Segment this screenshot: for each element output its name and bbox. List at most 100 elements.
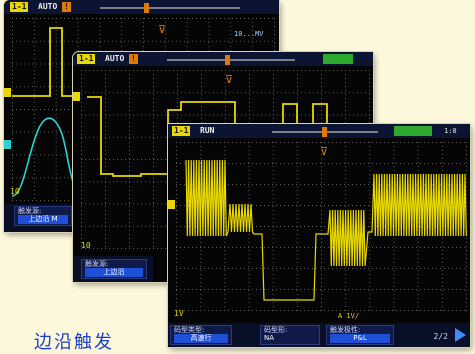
grid-dot [208,268,209,269]
menu-item-trigger-source[interactable]: 触发源: 上边沿 M [14,206,72,226]
grid-dot [153,225,154,227]
grid-dot [85,225,86,227]
grid-dot [321,158,322,159]
grid-dot [81,82,82,83]
grid-dot [316,268,317,269]
grid-dot [177,74,178,75]
grid-dot [176,214,177,215]
menu-item-trigger-polarity[interactable]: 触发极性: P&L [326,325,394,345]
grid-dot [296,222,298,223]
grid-dot [321,122,322,123]
grid-dot [240,205,241,206]
grid-dot [84,40,85,42]
grid-dot [249,110,250,111]
grid-dot [149,248,150,249]
menu-item-title: 码型形: [264,326,288,334]
grid-dot [272,190,274,191]
grid-dot [345,270,347,271]
grid-dot [208,30,210,31]
grid-dot [169,70,170,71]
grid-dot [28,200,29,201]
grid-dot [280,289,281,290]
grid-dot [296,186,298,187]
grid-dot [125,181,126,183]
grid-dot [321,86,322,87]
grid-dot [333,70,334,71]
grid-dot [176,194,177,195]
grid-dot [224,247,225,248]
grid-dot [176,150,177,151]
grid-dot [81,126,82,127]
grid-dot [417,278,419,279]
trigger-position-icon: ⊽ [225,73,233,86]
grid-dot [81,238,82,239]
grid-dot [164,42,166,43]
menu-item-trigger-source[interactable]: 触发源: 上边沿 [81,259,147,279]
grid-dot [273,118,274,119]
grid-dot [93,181,94,183]
menu-item-pattern-shape[interactable]: 码型形: NA [260,325,320,345]
grid-dot [256,268,257,269]
grid-dot [236,226,237,227]
grid-dot [200,174,202,175]
grid-dot [161,92,162,94]
grid-dot [236,268,237,269]
grid-dot [240,184,241,185]
grid-dot [293,92,294,94]
grid-dot [376,163,377,164]
grid-dot [200,18,201,19]
grid-dot [129,225,130,227]
grid-dot [55,102,57,103]
grid-dot [441,310,443,311]
grid-dot [321,142,322,143]
grid-dot [44,40,45,42]
grid-dot [268,142,269,143]
grid-dot [408,163,409,164]
grid-dot [296,142,298,143]
next-page-arrow-icon[interactable] [455,328,466,342]
grid-dot [129,162,130,163]
grid-dot [369,286,371,287]
grid-dot [264,268,265,269]
grid-dot [180,289,181,290]
grid-dot [276,310,277,311]
grid-dot [317,70,318,71]
grid-dot [97,248,98,249]
grid-dot [249,86,250,87]
grid-dot [33,178,35,179]
grid-dot [145,225,146,227]
grid-dot [220,40,221,42]
grid-dot [121,34,123,35]
grid-dot [129,182,130,183]
menu-item-pattern-type[interactable]: 码型类型: 高速行 [170,325,232,345]
grid-dot [372,184,373,185]
page-indicator: 2/2 [433,332,448,341]
grid-dot [186,18,188,19]
grid-dot [165,136,166,138]
grid-dot [153,238,154,239]
menu-item-title: 码型类型: [174,326,205,334]
grid-dot [292,226,293,227]
grid-dot [81,150,82,151]
grid-dot [249,118,250,119]
grid-dot [225,118,226,119]
grid-dot [55,46,57,47]
grid-dot [337,92,338,94]
grid-dot [369,142,371,143]
grid-dot [24,63,25,65]
grid-dot [137,70,138,71]
grid-dot [12,170,13,171]
grid-dot [420,247,421,248]
grid-dot [252,30,254,31]
grid-dot [133,114,134,116]
grid-dot [300,184,301,185]
grid-dot [369,86,370,87]
grid-dot [466,310,467,311]
grid-dot [324,247,325,248]
grid-dot [466,266,467,267]
grid-dot [68,200,69,201]
grid-dot [52,63,53,65]
grid-dot [248,234,250,235]
scale-readout: 10 [10,187,20,196]
grid-dot [249,114,250,116]
